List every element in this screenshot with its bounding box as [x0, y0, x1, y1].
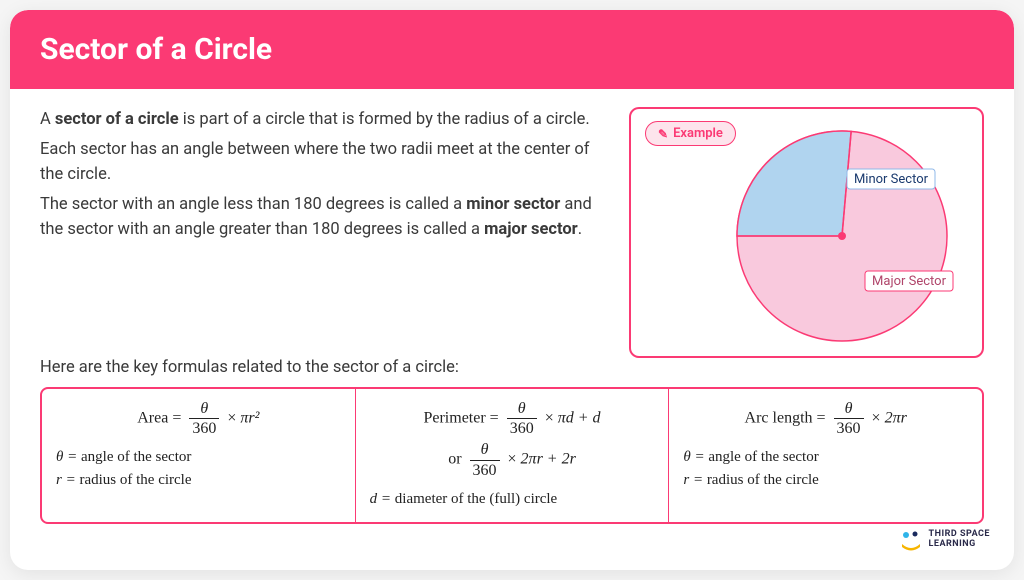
example-panel: ✎ Example Minor Sector Major Sector — [629, 107, 984, 358]
term-minor: minor sector — [466, 195, 560, 214]
def: diameter of the (full) circle — [395, 491, 557, 507]
info-card: Sector of a Circle A sector of a circle … — [10, 10, 1014, 570]
def: angle of the sector — [81, 449, 191, 465]
def: angle of the sector — [708, 449, 818, 465]
den: 360 — [470, 461, 500, 480]
description-column: A sector of a circle is part of a circle… — [40, 107, 609, 358]
term-major: major sector — [484, 220, 578, 239]
var: d — [370, 491, 378, 507]
formula-area: Area = θ360 × πr² θ = angle of the secto… — [42, 389, 356, 522]
paragraph-1: A sector of a circle is part of a circle… — [40, 107, 609, 133]
den: 360 — [189, 419, 219, 438]
var: r — [683, 472, 689, 488]
perimeter-label: Perimeter — [423, 409, 485, 426]
paragraph-3: The sector with an angle less than 180 d… — [40, 192, 609, 243]
logo-icon — [899, 528, 923, 552]
theta: θ — [507, 399, 537, 419]
den: 360 — [834, 419, 864, 438]
sector-diagram: Minor Sector Major Sector — [647, 121, 967, 346]
theta: θ — [189, 399, 219, 419]
example-badge-label: Example — [673, 126, 723, 141]
text: The sector with an angle less than 180 d… — [40, 195, 466, 214]
formula-perimeter: Perimeter = θ360 × πd + d or θ360 × 2πr … — [356, 389, 670, 522]
text: is part of a circle that is formed by th… — [179, 110, 590, 129]
den: 360 — [507, 419, 537, 438]
theta: θ — [470, 440, 500, 460]
rhs2: 2πr + 2r — [521, 451, 576, 468]
formulas-table: Area = θ360 × πr² θ = angle of the secto… — [40, 387, 984, 524]
rhs: πr² — [240, 409, 259, 426]
logo-text-2: LEARNING — [929, 540, 990, 550]
def: radius of the circle — [79, 472, 191, 488]
header: Sector of a Circle — [10, 10, 1014, 89]
text: . — [578, 220, 582, 239]
page-title: Sector of a Circle — [40, 32, 984, 67]
var: θ — [683, 449, 690, 465]
rhs: 2πr — [885, 409, 907, 426]
var: r — [56, 472, 62, 488]
or-label: or — [448, 451, 461, 468]
area-label: Area — [137, 409, 168, 426]
minor-sector-label: Minor Sector — [853, 172, 928, 187]
formulas-intro: Here are the key formulas related to the… — [10, 358, 1014, 377]
term-sector: sector of a circle — [55, 110, 179, 129]
brand-logo: THIRD SPACE LEARNING — [895, 524, 994, 556]
def: radius of the circle — [707, 472, 819, 488]
text: A — [40, 110, 55, 129]
example-badge: ✎ Example — [645, 121, 736, 146]
pencil-icon: ✎ — [658, 127, 668, 141]
paragraph-2: Each sector has an angle between where t… — [40, 137, 609, 188]
var: θ — [56, 449, 63, 465]
major-sector-label: Major Sector — [872, 274, 947, 289]
theta: θ — [834, 399, 864, 419]
rhs: πd + d — [558, 409, 601, 426]
formula-arc: Arc length = θ360 × 2πr θ = angle of the… — [669, 389, 982, 522]
arc-label: Arc length — [745, 409, 813, 426]
content-row: A sector of a circle is part of a circle… — [10, 89, 1014, 372]
